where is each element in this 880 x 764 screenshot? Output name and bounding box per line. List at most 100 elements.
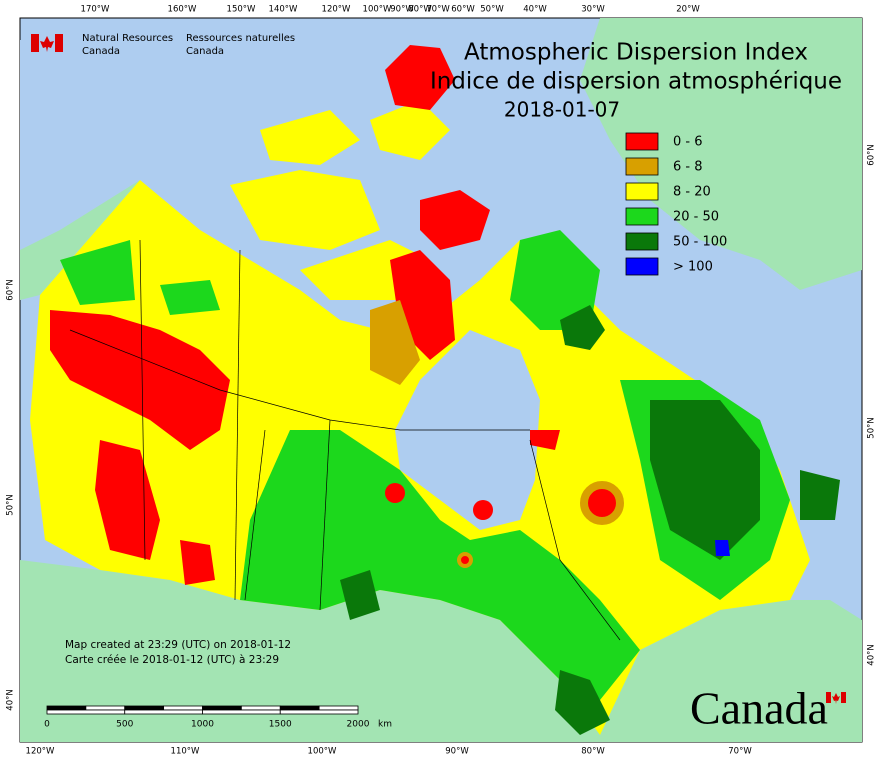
graticule-label: 40°N — [6, 689, 16, 710]
wordmark-flag — [832, 693, 840, 704]
credit-line: Map created at 23:29 (UTC) on 2018-01-12 — [65, 639, 291, 651]
wordmark-flag — [841, 692, 846, 703]
graticule-label: 100°W — [363, 5, 392, 15]
scale-segment — [124, 705, 165, 711]
graticule-label: 30°W — [581, 5, 605, 15]
graticule-label: 120°W — [322, 5, 351, 15]
graticule-label: 60°N — [6, 279, 16, 300]
green-area — [160, 280, 220, 315]
scale-segment — [202, 709, 281, 715]
graticule-label: 50°W — [480, 5, 504, 15]
darkgreen-area — [555, 670, 610, 735]
graticule-label: 60°N — [867, 144, 877, 165]
legend-swatch — [625, 207, 659, 226]
graticule-label: 120°W — [26, 747, 55, 757]
legend-label: 0 - 6 — [673, 135, 703, 150]
island — [370, 100, 450, 160]
blue-area — [715, 540, 730, 556]
scale-label: 1000 — [191, 720, 214, 730]
graticule-label: 90°W — [445, 747, 469, 757]
legend-label: 20 - 50 — [673, 210, 719, 225]
scale-label: 500 — [116, 720, 133, 730]
usa — [20, 560, 862, 742]
legend-label: > 100 — [673, 260, 713, 275]
org-name-en: Natural Resources — [82, 33, 173, 44]
credit-line: Carte créée le 2018-01-12 (UTC) à 23:29 — [65, 654, 279, 666]
border-line — [319, 419, 331, 611]
scale-segment — [202, 705, 242, 711]
scale-segment — [124, 709, 203, 715]
graticule-label: 100°W — [308, 747, 337, 757]
green-area — [60, 240, 135, 305]
graticule-label: 40°N — [867, 644, 877, 665]
scale-segment — [279, 705, 320, 711]
darkgreen-area — [800, 470, 840, 520]
scale-label: 1500 — [269, 720, 292, 730]
scale-segment — [46, 709, 126, 715]
scale-segment — [163, 705, 203, 711]
map-title: Indice de dispersion atmosphérique — [430, 69, 842, 95]
org-name-fr: Canada — [186, 46, 224, 57]
green-area — [510, 230, 600, 330]
scale-segment — [85, 705, 126, 711]
darkgreen-area — [340, 570, 380, 620]
wordmark-flag — [826, 692, 831, 703]
scale-segment — [318, 705, 359, 711]
map-title: Atmospheric Dispersion Index — [464, 40, 808, 66]
legend-swatch — [625, 157, 659, 176]
graticule-label: 50°N — [867, 417, 877, 438]
graticule-label: 160°W — [168, 5, 197, 15]
legend-swatch — [625, 232, 659, 251]
legend-label: 50 - 100 — [673, 235, 727, 250]
orange-area — [370, 300, 420, 385]
red-area — [580, 481, 624, 525]
graticule-label: 40°W — [523, 5, 547, 15]
graticule-label: 90°W — [390, 5, 414, 15]
flag-bar — [31, 34, 39, 52]
graticule-label: 80°W — [581, 747, 605, 757]
scale-label: 0 — [44, 720, 50, 730]
graticule-label: 70°W — [426, 5, 450, 15]
graticule-label: 170°W — [81, 5, 110, 15]
map-date: 2018-01-07 — [504, 98, 620, 122]
legend-swatch — [625, 182, 659, 201]
red-area — [385, 483, 405, 503]
red-area — [385, 45, 455, 110]
darkgreen-area — [560, 305, 605, 350]
island — [260, 110, 360, 165]
green-area — [240, 430, 640, 700]
border-line — [529, 439, 621, 641]
graticule-label: 20°W — [676, 5, 700, 15]
scale-segment — [279, 709, 359, 715]
overlay: Natural Resources Canada Ressources nature… — [6, 5, 877, 757]
darkgreen-area — [650, 400, 760, 560]
red-area — [180, 540, 215, 585]
scale-segment — [240, 705, 281, 711]
legend-swatch — [625, 257, 659, 276]
red-area — [420, 190, 490, 250]
graticule-label: 50°N — [6, 494, 16, 515]
flag-bar — [55, 34, 63, 52]
border-line — [234, 249, 241, 601]
island — [230, 170, 380, 250]
borders — [69, 239, 621, 641]
graticule-label: 140°W — [269, 5, 298, 15]
flag-leaf — [40, 36, 54, 52]
org-name-en: Canada — [82, 46, 120, 57]
red-area — [530, 430, 560, 450]
red-area — [457, 552, 473, 568]
graticule-label: 70°W — [728, 747, 752, 757]
red-area — [473, 500, 493, 520]
border-line — [244, 429, 266, 601]
border-line — [139, 239, 146, 561]
greenland — [580, 18, 862, 290]
legend-swatch — [625, 132, 659, 151]
scale-unit: km — [378, 720, 392, 730]
graticule-label: 150°W — [227, 5, 256, 15]
graticule-label: 110°W — [171, 747, 200, 757]
wordmark: Canada — [690, 683, 828, 734]
alaska — [20, 180, 140, 300]
legend-label: 8 - 20 — [673, 185, 711, 200]
org-name-fr: Ressources naturelles — [186, 33, 295, 44]
